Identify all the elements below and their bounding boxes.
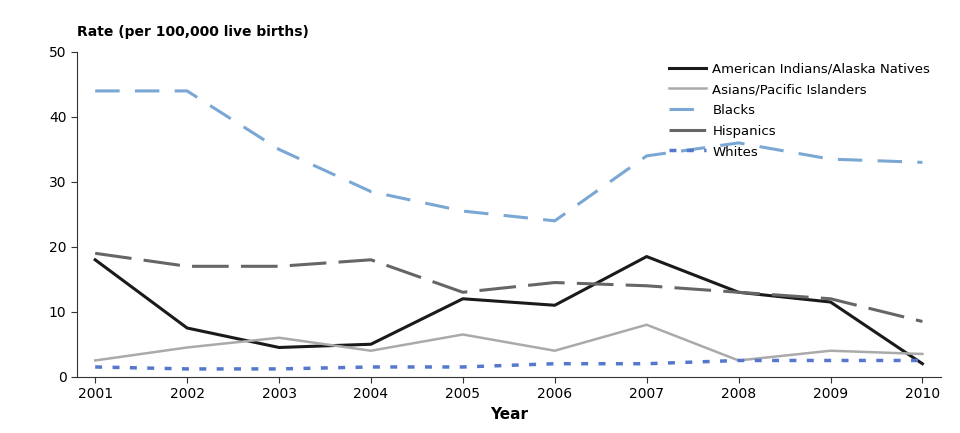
Blacks: [917, 160, 928, 165]
American Indians/Alaska Natives: [641, 254, 653, 259]
Asians/Pacific Islanders: [89, 358, 101, 363]
Hispanics: [917, 319, 928, 324]
Whites: [181, 366, 193, 372]
Hispanics: [732, 290, 744, 295]
Blacks: [825, 157, 836, 162]
American Indians/Alaska Natives: [549, 303, 561, 308]
Asians/Pacific Islanders: [641, 322, 653, 327]
Blacks: [641, 153, 653, 158]
Blacks: [181, 88, 193, 94]
Blacks: [365, 189, 376, 194]
Asians/Pacific Islanders: [917, 352, 928, 357]
Whites: [549, 361, 561, 366]
Whites: [641, 361, 653, 366]
Whites: [274, 366, 285, 372]
Asians/Pacific Islanders: [181, 345, 193, 350]
Whites: [917, 358, 928, 363]
Blacks: [549, 218, 561, 223]
Asians/Pacific Islanders: [732, 358, 744, 363]
Blacks: [457, 209, 468, 214]
Hispanics: [89, 251, 101, 256]
American Indians/Alaska Natives: [457, 296, 468, 301]
Line: Hispanics: Hispanics: [95, 253, 923, 321]
Blacks: [274, 147, 285, 152]
American Indians/Alaska Natives: [917, 361, 928, 366]
Hispanics: [825, 296, 836, 301]
Text: Rate (per 100,000 live births): Rate (per 100,000 live births): [77, 25, 309, 39]
Hispanics: [365, 257, 376, 262]
Whites: [457, 365, 468, 370]
Hispanics: [181, 264, 193, 269]
Line: American Indians/Alaska Natives: American Indians/Alaska Natives: [95, 256, 923, 364]
Whites: [365, 365, 376, 370]
American Indians/Alaska Natives: [825, 300, 836, 305]
Hispanics: [641, 283, 653, 288]
Whites: [732, 358, 744, 363]
Line: Asians/Pacific Islanders: Asians/Pacific Islanders: [95, 325, 923, 360]
Hispanics: [274, 264, 285, 269]
American Indians/Alaska Natives: [89, 257, 101, 262]
Legend: American Indians/Alaska Natives, Asians/Pacific Islanders, Blacks, Hispanics, Wh: American Indians/Alaska Natives, Asians/…: [665, 58, 934, 163]
Whites: [825, 358, 836, 363]
Asians/Pacific Islanders: [274, 335, 285, 340]
American Indians/Alaska Natives: [365, 342, 376, 347]
American Indians/Alaska Natives: [274, 345, 285, 350]
American Indians/Alaska Natives: [732, 290, 744, 295]
Asians/Pacific Islanders: [365, 348, 376, 353]
Blacks: [89, 88, 101, 94]
Line: Whites: Whites: [95, 360, 923, 369]
Hispanics: [457, 290, 468, 295]
Hispanics: [549, 280, 561, 285]
Line: Blacks: Blacks: [95, 91, 923, 221]
Asians/Pacific Islanders: [549, 348, 561, 353]
Asians/Pacific Islanders: [825, 348, 836, 353]
Blacks: [732, 140, 744, 145]
X-axis label: Year: Year: [490, 407, 528, 422]
Asians/Pacific Islanders: [457, 332, 468, 337]
Whites: [89, 365, 101, 370]
American Indians/Alaska Natives: [181, 326, 193, 331]
